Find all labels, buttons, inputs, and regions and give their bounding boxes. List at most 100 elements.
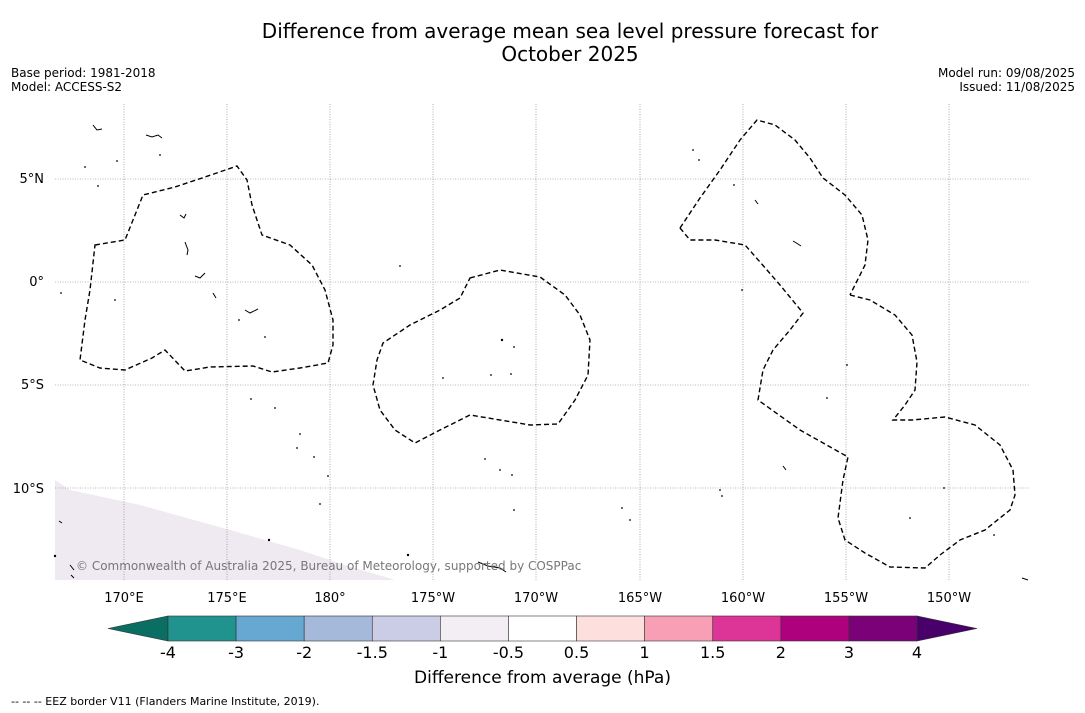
island [629, 519, 631, 521]
colorbar-tick-label: 4 [911, 643, 923, 662]
island [733, 184, 735, 186]
colorbar-tick-label: 1 [639, 643, 650, 662]
island [299, 433, 301, 435]
colorbar-swatch [303, 615, 373, 642]
colorbar-swatch [440, 615, 509, 642]
island [782, 465, 787, 471]
issued-text: Issued: 11/08/2025 [959, 80, 1075, 94]
eez-line-islands-south [837, 294, 1016, 569]
title-line-2: October 2025 [501, 42, 639, 66]
island [406, 553, 410, 557]
island [116, 160, 118, 162]
base-period-text: Base period: 1981-2018 [11, 66, 156, 80]
lon-label: 160°W [721, 591, 765, 606]
colorbar-tick-label: -3 [228, 643, 245, 662]
colorbar-swatch [848, 615, 918, 642]
eez-legend-note: -- -- -- EEZ border V11 (Flanders Marine… [11, 695, 320, 708]
eez-line-islands-west [679, 227, 849, 519]
island [513, 509, 515, 511]
island [70, 574, 75, 579]
lon-label: 175°W [411, 591, 455, 606]
colorbar-title: Difference from average (hPa) [414, 668, 671, 688]
island [909, 517, 911, 519]
island [510, 373, 512, 375]
graticule [55, 104, 1030, 580]
colorbar-swatch [712, 615, 782, 642]
island [511, 474, 513, 476]
colorbar-tick-label: -1.5 [356, 643, 388, 662]
island [250, 398, 252, 400]
lat-label: 10°S [13, 482, 44, 497]
colorbar-swatch [644, 615, 714, 642]
island [84, 166, 86, 168]
small-islands [53, 149, 995, 558]
run-info: Model run: 09/08/2025 Issued: 11/08/2025 [938, 66, 1075, 94]
island [621, 507, 623, 509]
island [114, 299, 116, 301]
island [399, 265, 401, 267]
island [792, 240, 802, 247]
island [741, 289, 743, 291]
colorbar-tick-label: -1 [432, 643, 449, 662]
island [212, 292, 217, 299]
longitude-labels: 170°E 175°E 180° 175°W 170°W 165°W 160°W… [104, 591, 971, 606]
island [1021, 577, 1029, 581]
model-name-text: Model: ACCESS-S2 [11, 80, 123, 94]
colorbar-tick-label: -2 [296, 643, 313, 662]
eez-phoenix-islands [372, 269, 591, 444]
colorbar-swatch [167, 615, 237, 642]
island [159, 154, 161, 156]
island [69, 564, 75, 571]
island [313, 456, 315, 458]
lon-label: 165°W [618, 591, 662, 606]
island [754, 199, 759, 205]
island [184, 241, 189, 256]
island [721, 495, 723, 497]
colorbar-swatch [371, 615, 441, 642]
island [60, 292, 62, 294]
lat-label: 5°N [20, 172, 45, 187]
island [53, 554, 57, 558]
island [319, 503, 321, 505]
eez-kiribati-gilberts [79, 165, 334, 373]
island [499, 469, 501, 471]
island [92, 124, 103, 131]
colorbar-extend-high [916, 615, 978, 642]
lat-label: 0° [29, 275, 44, 290]
colorbar-extend-low [107, 615, 169, 642]
model-info: Base period: 1981-2018 Model: ACCESS-S2 [11, 66, 156, 94]
island [692, 149, 694, 151]
island [484, 458, 486, 460]
colorbar-swatch [576, 615, 645, 642]
island [274, 407, 276, 409]
colorbar-tick-label: 3 [843, 643, 854, 662]
colorbar-tick-label: 0.5 [563, 643, 590, 662]
title-line-1: Difference from average mean sea level p… [261, 19, 879, 43]
latitude-labels: 5°N 0° 5°S 10°S [13, 172, 44, 497]
lon-label: 150°W [927, 591, 971, 606]
eez-line-islands-north [679, 119, 869, 296]
island [490, 374, 492, 376]
island [500, 338, 504, 342]
island [846, 364, 848, 366]
island [145, 134, 163, 139]
island [477, 561, 507, 573]
colorbar-swatch [235, 615, 305, 642]
island [719, 489, 721, 491]
colorbar [107, 615, 978, 642]
island [58, 520, 63, 524]
copyright-text: © Commonwealth of Australia 2025, Bureau… [76, 559, 581, 573]
island [442, 377, 444, 379]
island [698, 159, 700, 161]
colorbar-tick-label: 1.5 [699, 643, 726, 662]
map-title: Difference from average mean sea level p… [0, 20, 1085, 66]
island [179, 213, 187, 219]
colorbar-tick-label: -4 [160, 643, 176, 662]
land-area [55, 480, 395, 580]
island [943, 487, 945, 489]
colorbar-tick-label: -0.5 [492, 643, 525, 662]
island [826, 397, 828, 399]
island [296, 447, 298, 449]
lon-label: 175°E [207, 591, 247, 606]
